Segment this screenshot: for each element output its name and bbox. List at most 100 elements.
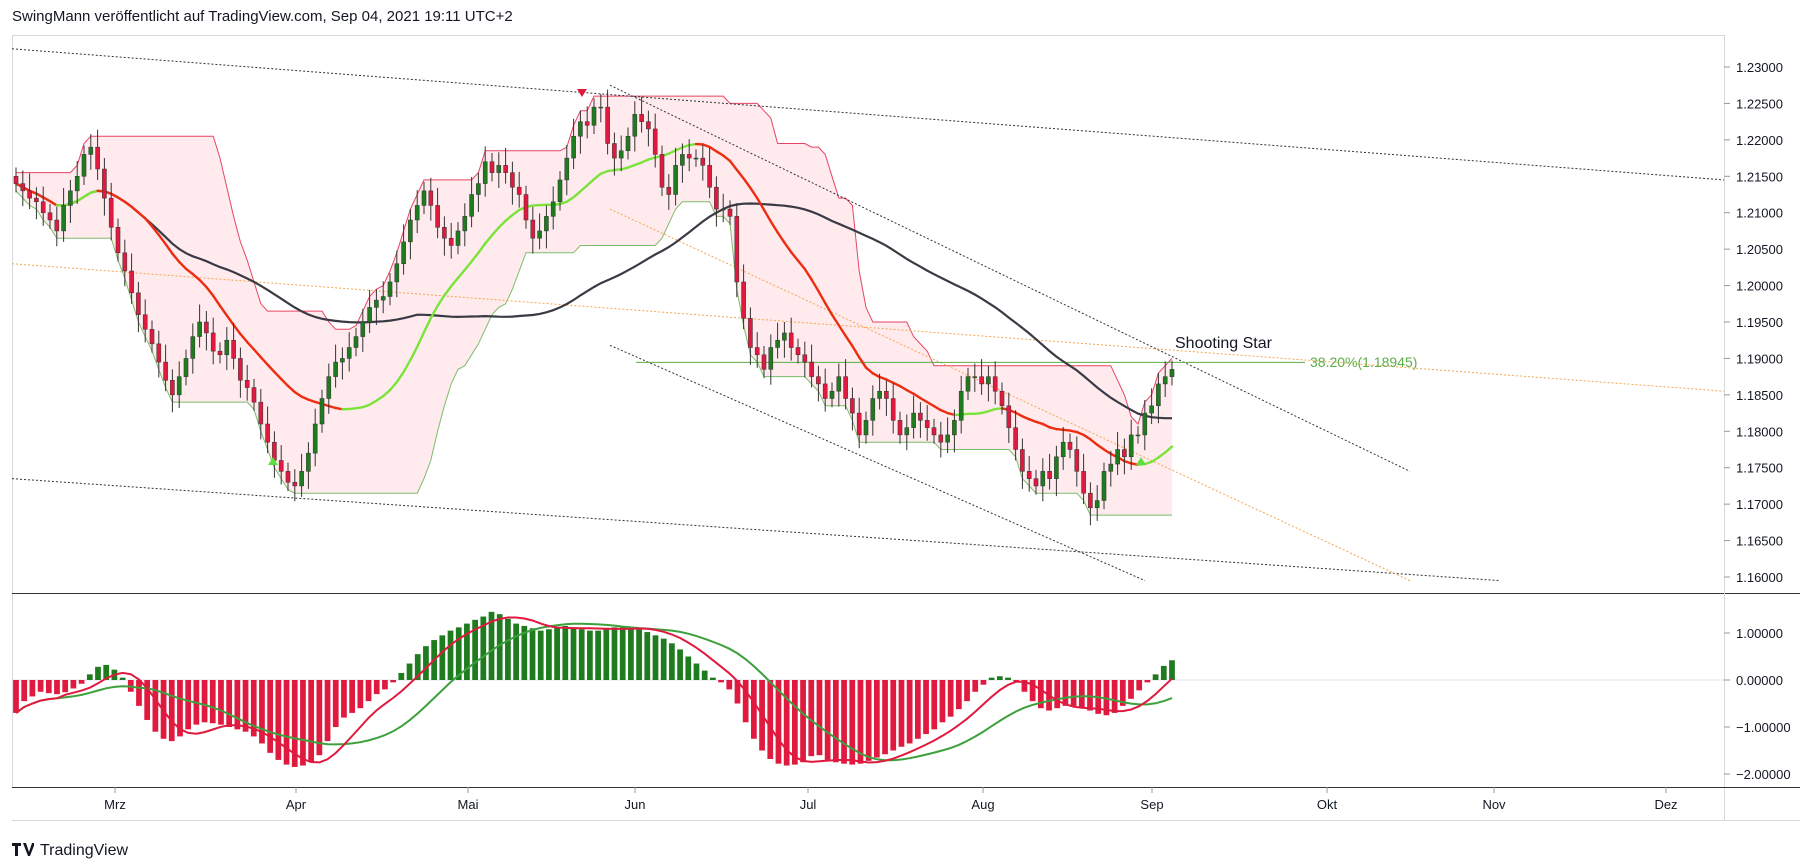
osc-histogram-bar: [1029, 680, 1036, 702]
osc-histogram-bar: [955, 680, 962, 710]
fast-moving-average-segment: [871, 372, 881, 379]
candle-body: [727, 208, 733, 217]
fast-moving-average-segment: [443, 285, 453, 297]
fast-moving-average-segment: [123, 200, 133, 209]
lower-channel-line: [11, 478, 1501, 582]
candle-body: [1033, 478, 1039, 487]
candle-body: [306, 452, 311, 472]
osc-histogram-bar: [144, 680, 151, 720]
candle-body: [108, 197, 114, 228]
osc-histogram-bar: [513, 623, 519, 680]
price-tick-label: 1.18000: [1736, 424, 1783, 439]
osc-histogram-bar: [537, 630, 544, 680]
fast-moving-average-segment: [1095, 443, 1106, 451]
fast-moving-average-segment: [456, 268, 466, 280]
osc-histogram-bar: [1005, 677, 1011, 680]
price-tick-label: 1.16500: [1736, 534, 1783, 549]
candle-body: [299, 471, 304, 487]
descending-trend-line-upper: [609, 84, 1411, 472]
fast-moving-average-segment: [735, 168, 745, 180]
candle-body: [448, 237, 454, 246]
osc-histogram-bar: [1021, 680, 1028, 692]
candle-body: [659, 154, 665, 188]
osc-histogram-bar: [267, 680, 274, 753]
candle-body: [136, 292, 141, 315]
osc-histogram-bar: [751, 680, 757, 739]
candle-body: [115, 227, 121, 254]
candle-body: [122, 252, 128, 272]
time-tick-label: Nov: [1482, 797, 1506, 812]
fast-moving-average-segment: [599, 169, 609, 175]
candle-body: [788, 332, 794, 348]
fast-moving-average-segment: [830, 313, 840, 327]
fast-moving-average-segment: [633, 161, 643, 167]
osc-histogram-bar: [980, 680, 987, 685]
candle-body: [768, 347, 774, 370]
osc-histogram-bar: [890, 680, 897, 751]
fast-moving-average-segment: [756, 196, 766, 212]
candle-body: [714, 186, 719, 210]
fast-moving-average-segment: [286, 384, 296, 394]
candle-body: [482, 161, 488, 184]
fast-moving-average-segment: [245, 340, 256, 351]
tradingview-logo-icon: [12, 842, 35, 860]
candle-body: [1081, 471, 1086, 494]
candle-body: [523, 194, 529, 221]
fast-moving-average-segment: [1089, 438, 1099, 446]
fast-moving-average-segment: [75, 195, 86, 203]
candle-body: [435, 205, 440, 228]
candle-body: [244, 380, 250, 388]
candle-body: [748, 318, 753, 348]
osc-tick-label: −1.00000: [1736, 720, 1791, 735]
fast-moving-average-segment: [667, 149, 677, 155]
fast-moving-average-segment: [640, 158, 650, 164]
candle-body: [476, 183, 481, 195]
fast-moving-average-segment: [592, 172, 602, 181]
candle-body: [163, 361, 168, 381]
candle-body: [102, 168, 107, 199]
osc-histogram-bar: [783, 680, 790, 766]
candle-body: [176, 376, 182, 396]
fast-moving-average-segment: [926, 400, 936, 408]
fast-moving-average-segment: [416, 331, 426, 348]
candle-body: [1047, 471, 1052, 479]
candle-body: [584, 121, 590, 126]
osc-histogram-bar: [119, 677, 126, 680]
fast-moving-average-segment: [674, 146, 684, 152]
fast-moving-average-segment: [715, 150, 725, 157]
fast-moving-average-segment: [905, 388, 915, 395]
osc-histogram-bar: [29, 680, 36, 697]
osc-histogram-bar: [398, 672, 405, 680]
osc-histogram-bar: [291, 680, 298, 767]
osc-histogram-bar: [168, 680, 175, 742]
candle-body: [598, 106, 604, 109]
fast-moving-average-segment: [82, 191, 93, 199]
osc-histogram-bar: [964, 680, 970, 702]
fast-moving-average-segment: [239, 332, 249, 344]
candle-body: [149, 329, 155, 345]
time-tick-label: Jun: [625, 797, 646, 812]
candle-body: [979, 376, 984, 385]
fast-moving-average-segment: [803, 267, 813, 281]
fast-moving-average-segment: [157, 233, 167, 246]
candle-body: [686, 154, 692, 159]
osc-histogram-bar: [349, 680, 356, 713]
fast-moving-average-segment: [280, 377, 290, 388]
fast-moving-average-segment: [504, 213, 514, 222]
candle-body: [292, 482, 298, 487]
osc-histogram-bar: [701, 670, 708, 680]
osc-histogram-bar: [800, 680, 806, 763]
fast-moving-average-segment: [824, 301, 834, 316]
osc-histogram-bar: [570, 627, 577, 680]
osc-histogram-bar: [923, 680, 929, 735]
fast-moving-average-segment: [450, 276, 460, 288]
osc-histogram-bar: [439, 635, 446, 680]
candle-body: [931, 427, 937, 436]
fast-moving-average-segment: [844, 334, 854, 348]
time-tick-label: Sep: [1140, 797, 1163, 812]
fast-moving-average-segment: [497, 219, 507, 229]
osc-histogram-bar: [849, 680, 856, 765]
candle-body: [612, 143, 617, 159]
candle-body: [442, 227, 447, 239]
